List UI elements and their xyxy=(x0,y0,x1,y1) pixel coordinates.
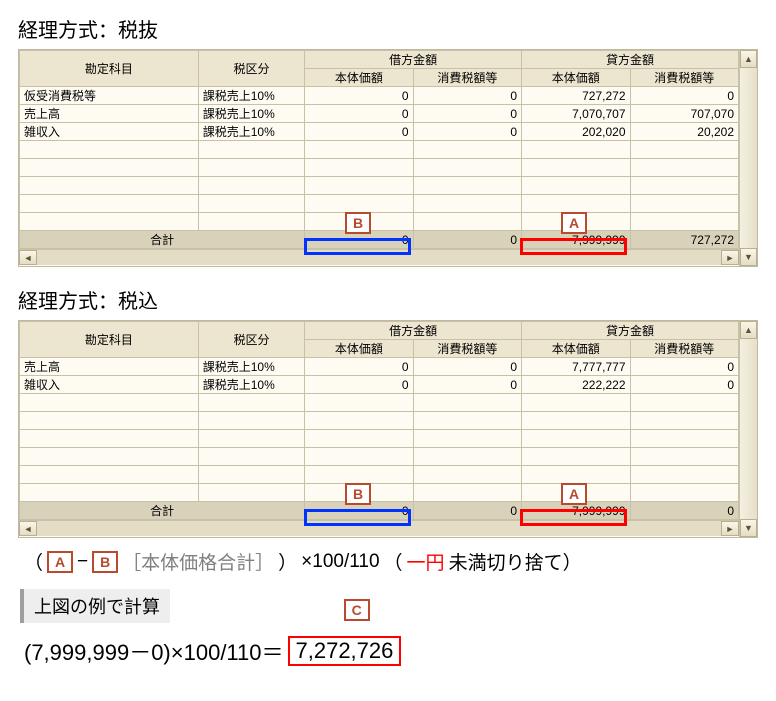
grid2-table: 勘定科目 税区分 借方金額 貸方金額 本体価額 消費税額等 本体価額 消費税額等… xyxy=(19,321,739,520)
grid1-panel: 勘定科目 税区分 借方金額 貸方金額 本体価額 消費税額等 本体価額 消費税額等… xyxy=(18,49,758,267)
example-expr: (7,999,999－0)×100/110＝ xyxy=(24,635,284,667)
cell-debit-tax[interactable]: 0 xyxy=(413,105,521,123)
example-calc: (7,999,999－0)×100/110＝ 7,272,726 xyxy=(24,635,758,667)
cell-credit-tax[interactable]: 20,202 xyxy=(630,123,739,141)
scroll-right-icon[interactable]: ► xyxy=(721,521,739,536)
cell-account[interactable]: 雑収入 xyxy=(20,376,199,394)
scroll-right-icon[interactable]: ► xyxy=(721,250,739,265)
table-row-empty[interactable] xyxy=(20,466,739,484)
scroll-down-icon[interactable]: ▼ xyxy=(740,248,757,266)
cell-credit-base[interactable]: 7,777,777 xyxy=(522,358,630,376)
cell-debit-tax[interactable]: 0 xyxy=(413,87,521,105)
scroll-left-icon[interactable]: ◄ xyxy=(19,250,37,265)
table-row[interactable]: 売上高課税売上10%007,070,707707,070 xyxy=(20,105,739,123)
grid2-hscroll[interactable]: ◄ ► xyxy=(19,520,739,536)
formula-round-red: 一円 xyxy=(407,548,445,575)
cell-account[interactable]: 売上高 xyxy=(20,105,199,123)
sum-ct: 727,272 xyxy=(630,231,739,249)
callout-B2: B xyxy=(345,483,371,505)
sum-dt: 0 xyxy=(413,231,521,249)
table-row-empty[interactable] xyxy=(20,141,739,159)
section1-title: 経理方式：税抜 xyxy=(18,14,758,43)
cell-taxtype[interactable]: 課税売上10% xyxy=(198,87,304,105)
table-row-empty[interactable] xyxy=(20,448,739,466)
cell-credit-tax[interactable]: 707,070 xyxy=(630,105,739,123)
sum-label: 合計 xyxy=(20,231,305,249)
cell-debit-base[interactable]: 0 xyxy=(305,358,413,376)
formula-line: （ A − B ［本体価格合計］ ） ×100/110 （ 一円 未満切り捨て） xyxy=(24,548,758,575)
grid1-table: 勘定科目 税区分 借方金額 貸方金額 本体価額 消費税額等 本体価額 消費税額等… xyxy=(19,50,739,249)
formula-note: ［本体価格合計］ xyxy=(122,548,274,575)
hdr-credit-base: 本体価額 xyxy=(522,69,630,87)
scroll-left-icon[interactable]: ◄ xyxy=(19,521,37,536)
callout-C: C xyxy=(344,599,370,621)
grid1-hscroll[interactable]: ◄ ► xyxy=(19,249,739,265)
scroll-up-icon[interactable]: ▲ xyxy=(740,50,757,68)
cell-account[interactable]: 雑収入 xyxy=(20,123,199,141)
hdr-debit-tax: 消費税額等 xyxy=(413,69,521,87)
formula-B-box: B xyxy=(92,551,118,573)
cell-debit-tax[interactable]: 0 xyxy=(413,123,521,141)
hdr-debit-group: 借方金額 xyxy=(305,51,522,69)
cell-credit-base[interactable]: 727,272 xyxy=(522,87,630,105)
grid1-vscroll[interactable]: ▲ ▼ xyxy=(739,50,757,266)
table-row-empty[interactable] xyxy=(20,412,739,430)
callout-A1: A xyxy=(561,212,587,234)
formula-round-rest: 未満切り捨て） xyxy=(449,548,582,575)
cell-credit-tax[interactable]: 0 xyxy=(630,376,739,394)
hdr-credit-tax: 消費税額等 xyxy=(630,69,739,87)
formula-close: ） xyxy=(278,548,297,575)
table-row[interactable]: 仮受消費税等課税売上10%00727,2720 xyxy=(20,87,739,105)
table-row[interactable]: 売上高課税売上10%007,777,7770 xyxy=(20,358,739,376)
cell-credit-base[interactable]: 222,222 xyxy=(522,376,630,394)
hscroll-track[interactable] xyxy=(37,250,721,265)
cell-debit-base[interactable]: 0 xyxy=(305,376,413,394)
table-row-empty[interactable] xyxy=(20,484,739,502)
cell-debit-base[interactable]: 0 xyxy=(305,105,413,123)
table-row-empty[interactable] xyxy=(20,213,739,231)
cell-taxtype[interactable]: 課税売上10% xyxy=(198,376,304,394)
cell-taxtype[interactable]: 課税売上10% xyxy=(198,123,304,141)
cell-account[interactable]: 仮受消費税等 xyxy=(20,87,199,105)
cell-credit-base[interactable]: 202,020 xyxy=(522,123,630,141)
callout-B1: B xyxy=(345,212,371,234)
cell-credit-base[interactable]: 7,070,707 xyxy=(522,105,630,123)
formula-A-box: A xyxy=(47,551,73,573)
hdr-credit-group: 貸方金額 xyxy=(522,51,739,69)
cell-account[interactable]: 売上高 xyxy=(20,358,199,376)
hdr-taxtype: 税区分 xyxy=(198,51,304,87)
table-row-empty[interactable] xyxy=(20,430,739,448)
formula-open: （ xyxy=(24,548,43,575)
cell-credit-tax[interactable]: 0 xyxy=(630,358,739,376)
cell-debit-base[interactable]: 0 xyxy=(305,87,413,105)
cell-debit-tax[interactable]: 0 xyxy=(413,358,521,376)
hdr-account: 勘定科目 xyxy=(20,51,199,87)
table-row-empty[interactable] xyxy=(20,159,739,177)
callout-A2: A xyxy=(561,483,587,505)
formula-minus: − xyxy=(77,551,88,573)
table-row[interactable]: 雑収入課税売上10%00202,02020,202 xyxy=(20,123,739,141)
example-heading: 上図の例で計算 xyxy=(20,589,170,623)
grid2-panel: 勘定科目 税区分 借方金額 貸方金額 本体価額 消費税額等 本体価額 消費税額等… xyxy=(18,320,758,538)
cell-taxtype[interactable]: 課税売上10% xyxy=(198,358,304,376)
table-row-empty[interactable] xyxy=(20,177,739,195)
cell-debit-base[interactable]: 0 xyxy=(305,123,413,141)
cell-debit-tax[interactable]: 0 xyxy=(413,376,521,394)
grid2-sum-row: 合計 0 0 7,999,999 0 xyxy=(20,502,739,520)
table-row[interactable]: 雑収入課税売上10%00222,2220 xyxy=(20,376,739,394)
cell-credit-tax[interactable]: 0 xyxy=(630,87,739,105)
formula-times: ×100/110 xyxy=(301,551,379,573)
table-row-empty[interactable] xyxy=(20,195,739,213)
scroll-down-icon[interactable]: ▼ xyxy=(740,519,757,537)
cell-taxtype[interactable]: 課税売上10% xyxy=(198,105,304,123)
grid2-vscroll[interactable]: ▲ ▼ xyxy=(739,321,757,537)
formula-round-open: （ xyxy=(384,548,403,575)
vscroll-track[interactable] xyxy=(740,68,757,248)
table-row-empty[interactable] xyxy=(20,394,739,412)
grid1-sum-row: 合計 0 0 7,999,999 727,272 xyxy=(20,231,739,249)
scroll-up-icon[interactable]: ▲ xyxy=(740,321,757,339)
section2-title: 経理方式：税込 xyxy=(18,285,758,314)
example-result: 7,272,726 xyxy=(288,636,402,666)
hdr-debit-base: 本体価額 xyxy=(305,69,413,87)
